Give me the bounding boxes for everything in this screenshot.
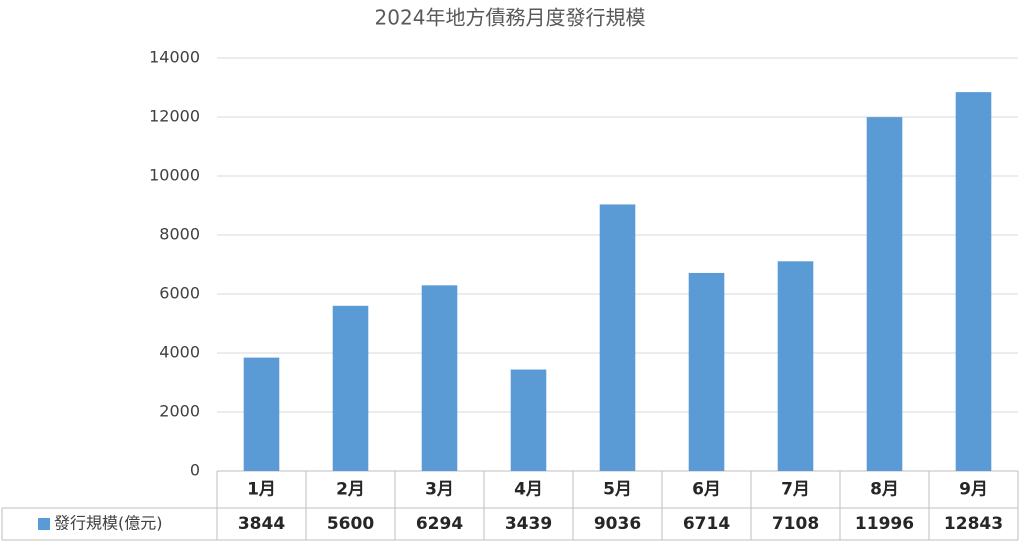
table-value: 11996 <box>855 514 914 534</box>
x-tick-label: 1月 <box>247 480 276 500</box>
table-value: 5600 <box>327 514 374 534</box>
y-tick-label: 8000 <box>159 225 200 244</box>
bar <box>688 272 725 471</box>
bar <box>332 305 369 471</box>
table-value: 9036 <box>594 514 641 534</box>
table-value: 7108 <box>772 514 819 534</box>
y-tick-label: 14000 <box>149 48 200 67</box>
x-tick-label: 5月 <box>603 480 632 500</box>
x-tick-label: 7月 <box>781 480 810 500</box>
x-tick-label: 8月 <box>870 480 899 500</box>
chart-title: 2024年地方債務月度發行規模 <box>375 6 646 30</box>
bar <box>599 204 636 472</box>
bar <box>421 285 458 471</box>
legend-swatch <box>38 518 50 530</box>
y-tick-label: 10000 <box>149 166 200 185</box>
bar <box>510 369 547 471</box>
bar <box>243 357 280 471</box>
x-tick-label: 9月 <box>959 480 988 500</box>
bar <box>955 92 992 471</box>
bar <box>777 261 814 471</box>
y-tick-label: 6000 <box>159 284 200 303</box>
table-value: 3439 <box>505 514 552 534</box>
y-tick-label: 2000 <box>159 402 200 421</box>
bar <box>866 117 903 472</box>
legend-label: 發行規模(億元) <box>54 514 163 533</box>
table-value: 6714 <box>683 514 730 534</box>
y-tick-label: 0 <box>190 461 200 480</box>
table-value: 6294 <box>416 514 463 534</box>
table-value: 12843 <box>944 514 1003 534</box>
x-tick-label: 4月 <box>514 480 543 500</box>
x-tick-label: 3月 <box>425 480 454 500</box>
y-tick-label: 4000 <box>159 343 200 362</box>
x-tick-label: 6月 <box>692 480 721 500</box>
table-value: 3844 <box>238 514 285 534</box>
y-tick-label: 12000 <box>149 107 200 126</box>
x-tick-label: 2月 <box>336 480 365 500</box>
